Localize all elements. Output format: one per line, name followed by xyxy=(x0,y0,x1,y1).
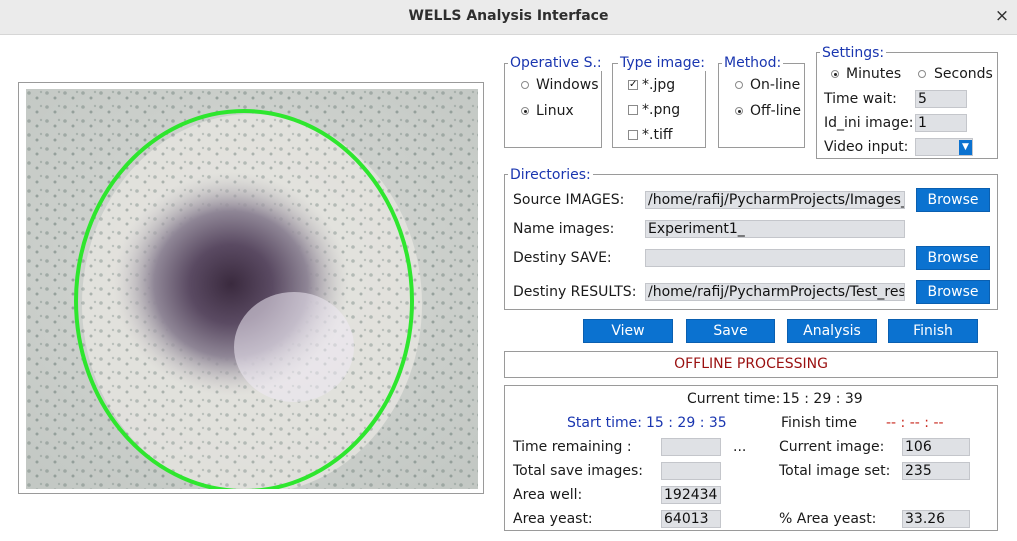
source-images-field[interactable]: /home/rafij/PycharmProjects/Images_for_ xyxy=(645,191,905,209)
current-image-field: 106 xyxy=(902,438,970,456)
status-box xyxy=(504,351,998,378)
area-well-field: 192434 xyxy=(661,486,721,504)
pct-yeast-label: % Area yeast: xyxy=(779,511,877,527)
destiny-save-field[interactable] xyxy=(645,249,905,267)
finish-button[interactable]: Finish xyxy=(888,319,978,343)
chevron-down-icon[interactable]: ▼ xyxy=(959,140,972,155)
settings-legend: Settings: xyxy=(820,45,887,61)
jpg-label[interactable]: *.jpg xyxy=(642,77,676,93)
area-yeast-label: Area yeast: xyxy=(513,511,593,527)
total-save-label: Total save images: xyxy=(513,463,643,479)
view-button[interactable]: View xyxy=(583,319,673,343)
type-image-legend: Type image: xyxy=(618,55,707,71)
time-wait-label: Time wait: xyxy=(824,91,897,107)
method-online-label[interactable]: On-line xyxy=(750,77,801,93)
os-linux-radio[interactable] xyxy=(521,107,529,115)
name-images-field[interactable]: Experiment1_ xyxy=(645,220,905,238)
tiff-checkbox[interactable] xyxy=(628,130,638,140)
method-offline-label[interactable]: Off-line xyxy=(750,103,801,119)
jpg-checkbox[interactable]: ✓ xyxy=(628,79,638,90)
browse-results-button[interactable]: Browse xyxy=(916,280,990,304)
png-label[interactable]: *.png xyxy=(642,102,681,118)
title-bar xyxy=(0,0,1017,35)
total-set-field: 235 xyxy=(902,462,970,480)
settings-group xyxy=(816,52,998,159)
destiny-save-label: Destiny SAVE: xyxy=(513,250,612,266)
browse-source-button[interactable]: Browse xyxy=(916,188,990,212)
time-remaining-field xyxy=(661,438,721,456)
image-panel xyxy=(18,82,484,494)
video-input-label: Video input: xyxy=(824,139,909,155)
pct-yeast-field: 33.26 xyxy=(902,510,970,528)
microscope-image xyxy=(26,89,478,489)
finish-time-label: Finish time xyxy=(781,415,857,431)
source-images-label: Source IMAGES: xyxy=(513,192,625,208)
os-windows-radio[interactable] xyxy=(521,81,529,89)
save-button[interactable]: Save xyxy=(686,319,775,343)
time-remaining-ellipsis: ... xyxy=(733,439,747,455)
stats-panel xyxy=(504,385,998,531)
start-time-value: 15 : 29 : 35 xyxy=(646,415,727,431)
window-title: WELLS Analysis Interface xyxy=(408,8,609,24)
analysis-button[interactable]: Analysis xyxy=(787,319,877,343)
os-group-legend: Operative S.: xyxy=(508,55,604,71)
finish-time-value: -- : -- : -- xyxy=(886,415,944,431)
close-icon[interactable]: × xyxy=(994,6,1010,26)
tiff-label[interactable]: *.tiff xyxy=(642,127,673,143)
current-time-value: 15 : 29 : 39 xyxy=(782,391,863,407)
total-save-field xyxy=(661,462,721,480)
area-yeast-field: 64013 xyxy=(661,510,721,528)
method-offline-radio[interactable] xyxy=(735,107,743,115)
area-well-label: Area well: xyxy=(513,487,583,503)
well-contour xyxy=(74,109,414,489)
minutes-radio[interactable] xyxy=(831,70,839,78)
id-ini-label: Id_ini image: xyxy=(824,115,914,131)
current-image-label: Current image: xyxy=(779,439,885,455)
seconds-radio[interactable] xyxy=(918,70,926,78)
os-windows-label[interactable]: Windows xyxy=(536,77,599,93)
directories-legend: Directories: xyxy=(508,167,593,183)
png-checkbox[interactable] xyxy=(628,105,638,115)
current-time-label: Current time: xyxy=(687,391,781,407)
name-images-label: Name images: xyxy=(513,221,615,237)
directories-group xyxy=(504,174,998,310)
browse-save-button[interactable]: Browse xyxy=(916,246,990,270)
id-ini-field[interactable]: 1 xyxy=(915,114,967,132)
destiny-results-label: Destiny RESULTS: xyxy=(513,284,637,300)
seconds-label[interactable]: Seconds xyxy=(934,66,993,82)
destiny-results-field[interactable]: /home/rafij/PycharmProjects/Test_results xyxy=(645,283,905,301)
total-set-label: Total image set: xyxy=(779,463,891,479)
method-legend: Method: xyxy=(722,55,784,71)
method-online-radio[interactable] xyxy=(735,81,743,89)
minutes-label[interactable]: Minutes xyxy=(846,66,902,82)
time-wait-field[interactable]: 5 xyxy=(915,90,967,108)
video-input-dropdown[interactable]: ▼ xyxy=(915,138,973,156)
time-remaining-label: Time remaining : xyxy=(513,439,632,455)
status-text: OFFLINE PROCESSING xyxy=(674,356,828,372)
start-time-label: Start time: xyxy=(567,415,642,431)
os-linux-label[interactable]: Linux xyxy=(536,103,574,119)
